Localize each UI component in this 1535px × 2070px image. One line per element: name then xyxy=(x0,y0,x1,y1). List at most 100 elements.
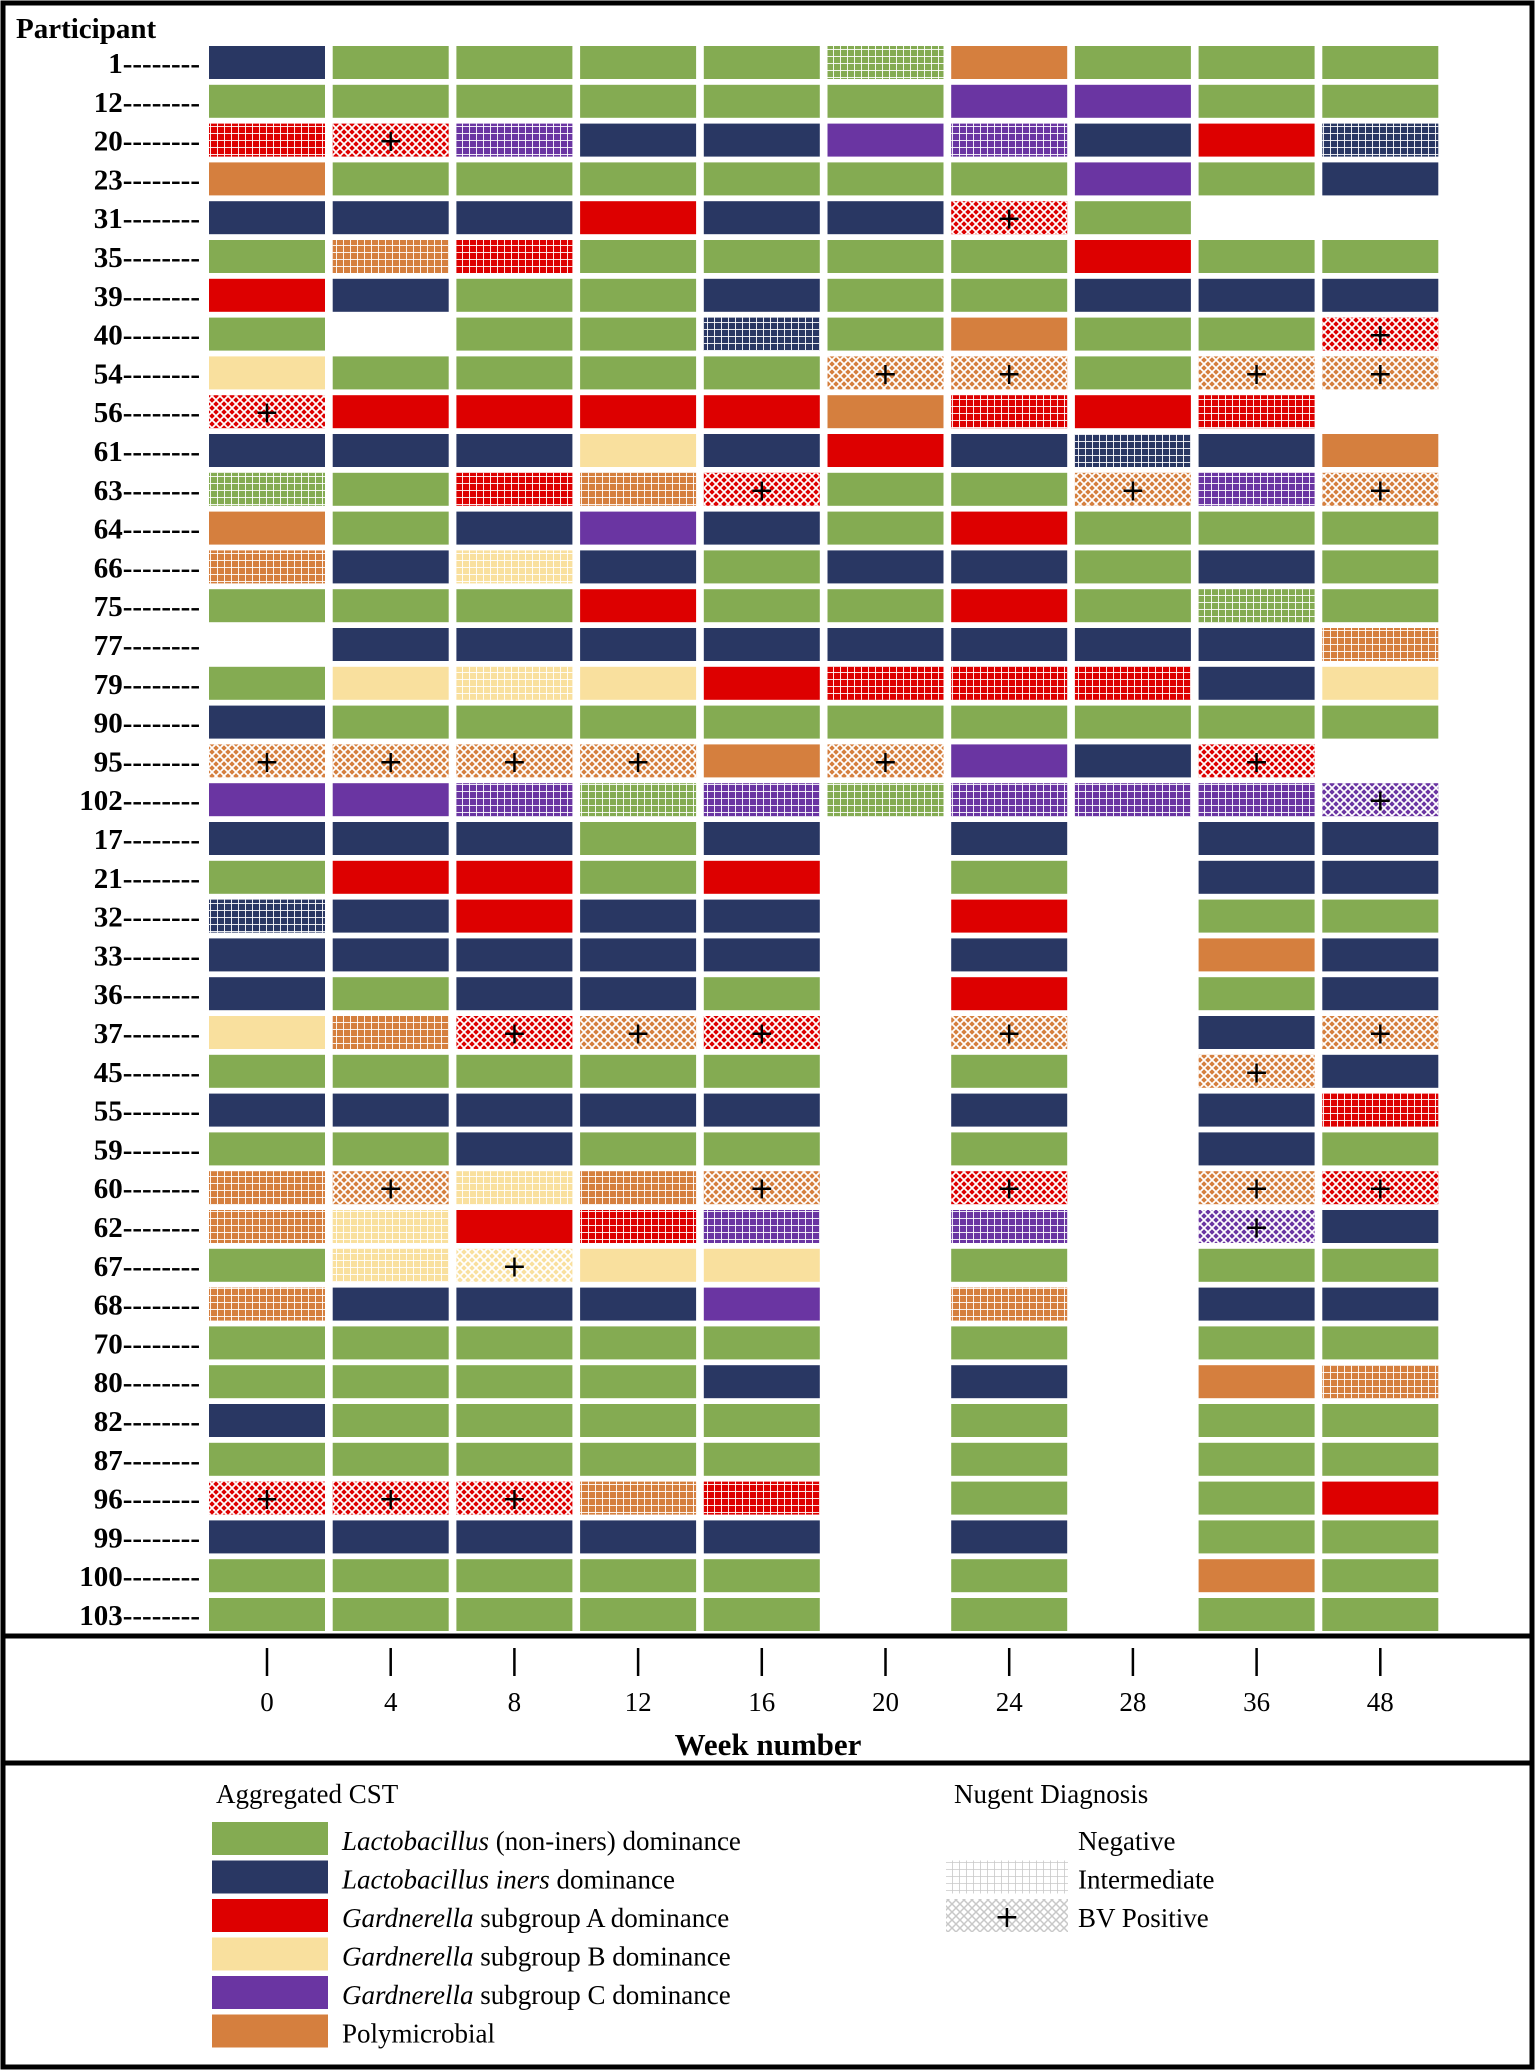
cst-cell xyxy=(1198,1093,1315,1127)
cst-cell-fill xyxy=(1198,278,1315,312)
cst-cell xyxy=(951,395,1068,429)
cst-cell xyxy=(703,395,820,429)
cst-cell xyxy=(332,1093,449,1127)
cst-cell-fill xyxy=(456,1054,573,1088)
cst-cell xyxy=(703,1287,820,1321)
bv-positive-overlay xyxy=(951,356,1068,390)
bv-positive-mark: + xyxy=(873,745,898,780)
cst-cell-fill xyxy=(580,434,697,467)
cst-cell: + xyxy=(209,1481,325,1517)
cst-cell-fill xyxy=(1074,628,1191,661)
cst-cell-fill xyxy=(456,822,573,855)
cst-cell xyxy=(456,589,573,623)
cst-cell xyxy=(580,240,697,273)
cst-cell-fill xyxy=(332,1442,449,1476)
cst-cell xyxy=(456,977,573,1011)
cst-cell xyxy=(209,1210,325,1243)
cst-cell-fill xyxy=(332,783,449,817)
cst-cell-fill xyxy=(703,1287,820,1321)
intermediate-overlay xyxy=(703,317,820,351)
intermediate-overlay xyxy=(1198,589,1315,623)
cst-cell xyxy=(209,1559,325,1593)
cst-cell xyxy=(951,1365,1068,1399)
cst-cell xyxy=(580,550,697,584)
cst-cell xyxy=(580,472,697,506)
participant-label: 64-------- xyxy=(94,514,200,546)
cst-cell xyxy=(209,1054,325,1088)
cst-cell: + xyxy=(332,123,449,159)
cst-cell xyxy=(1198,705,1315,739)
cst-cell-fill xyxy=(456,511,573,545)
participant-label: 66-------- xyxy=(94,552,200,584)
cst-cell xyxy=(456,1210,573,1243)
cst-cell-fill xyxy=(1322,1404,1439,1437)
bv-positive-mark: + xyxy=(1244,1211,1269,1246)
cst-cell-fill xyxy=(1198,1093,1315,1127)
x-tick-label: 8 xyxy=(508,1687,522,1717)
cst-cell xyxy=(951,666,1068,700)
participant-label: 80-------- xyxy=(94,1367,200,1399)
cst-cell xyxy=(209,123,325,157)
cst-cell xyxy=(1198,1132,1315,1166)
cst-cell: + xyxy=(1322,1016,1439,1052)
cst-cell xyxy=(703,1520,820,1554)
cst-cell xyxy=(1074,511,1191,545)
cst-cell xyxy=(332,162,449,196)
cst-cell-fill xyxy=(580,628,697,661)
cst-cell-fill xyxy=(332,395,449,429)
cst-cell-fill xyxy=(1322,434,1439,467)
cst-cell xyxy=(1198,783,1315,817)
cst-cell xyxy=(209,162,325,196)
intermediate-overlay xyxy=(1074,434,1191,467)
cst-cell xyxy=(332,550,449,584)
cst-cell-fill xyxy=(456,395,573,429)
cst-cell xyxy=(456,628,573,661)
cst-cell-fill xyxy=(1198,1365,1315,1399)
cst-cell xyxy=(703,589,820,623)
cst-cell xyxy=(1322,1559,1439,1593)
cst-cell xyxy=(580,511,697,545)
bv-positive-mark: + xyxy=(254,396,279,431)
cst-cell-fill xyxy=(209,356,325,390)
cst-cell-fill xyxy=(209,783,325,817)
cst-cell-fill xyxy=(580,705,697,739)
participant-label: 45-------- xyxy=(94,1057,200,1089)
cst-cell-fill xyxy=(209,1248,325,1282)
cst-cell xyxy=(1322,1054,1439,1088)
cst-cell: + xyxy=(456,1016,573,1052)
bv-positive-overlay xyxy=(1322,356,1439,390)
cst-cell xyxy=(456,1326,573,1360)
cst-cell xyxy=(1074,240,1191,273)
cst-cell xyxy=(827,395,944,429)
cst-cell xyxy=(1198,666,1315,700)
cst-cell xyxy=(1198,860,1315,894)
cst-cell xyxy=(951,1326,1068,1360)
cst-cell xyxy=(209,356,325,390)
cst-cell xyxy=(703,1132,820,1166)
cst-cell xyxy=(332,666,449,700)
cst-cell xyxy=(1322,666,1439,700)
cst-cell-fill xyxy=(580,1442,697,1476)
cst-cell-fill xyxy=(1074,395,1191,429)
cst-cell xyxy=(209,938,325,972)
legend-nugent-label: BV Positive xyxy=(1078,1903,1209,1933)
cst-cell xyxy=(1198,628,1315,661)
cst-cell xyxy=(951,1132,1068,1166)
intermediate-overlay xyxy=(827,666,944,700)
intermediate-overlay xyxy=(580,472,697,506)
cst-cell-fill xyxy=(580,356,697,390)
cst-cell xyxy=(1322,938,1439,972)
cst-cell-fill xyxy=(951,628,1068,661)
participant-label: 37-------- xyxy=(94,1018,200,1050)
bv-positive-mark: + xyxy=(997,1172,1022,1207)
cst-cell xyxy=(580,356,697,390)
cst-cell-fill xyxy=(209,46,325,79)
cst-cell: + xyxy=(332,1481,449,1517)
cst-cell xyxy=(332,434,449,467)
cst-cell-fill xyxy=(703,1326,820,1360)
cst-cell xyxy=(580,977,697,1011)
cst-cell: + xyxy=(332,1171,449,1207)
intermediate-overlay xyxy=(951,1210,1068,1243)
cst-cell-fill xyxy=(703,899,820,933)
bv-positive-mark: + xyxy=(254,1482,279,1517)
